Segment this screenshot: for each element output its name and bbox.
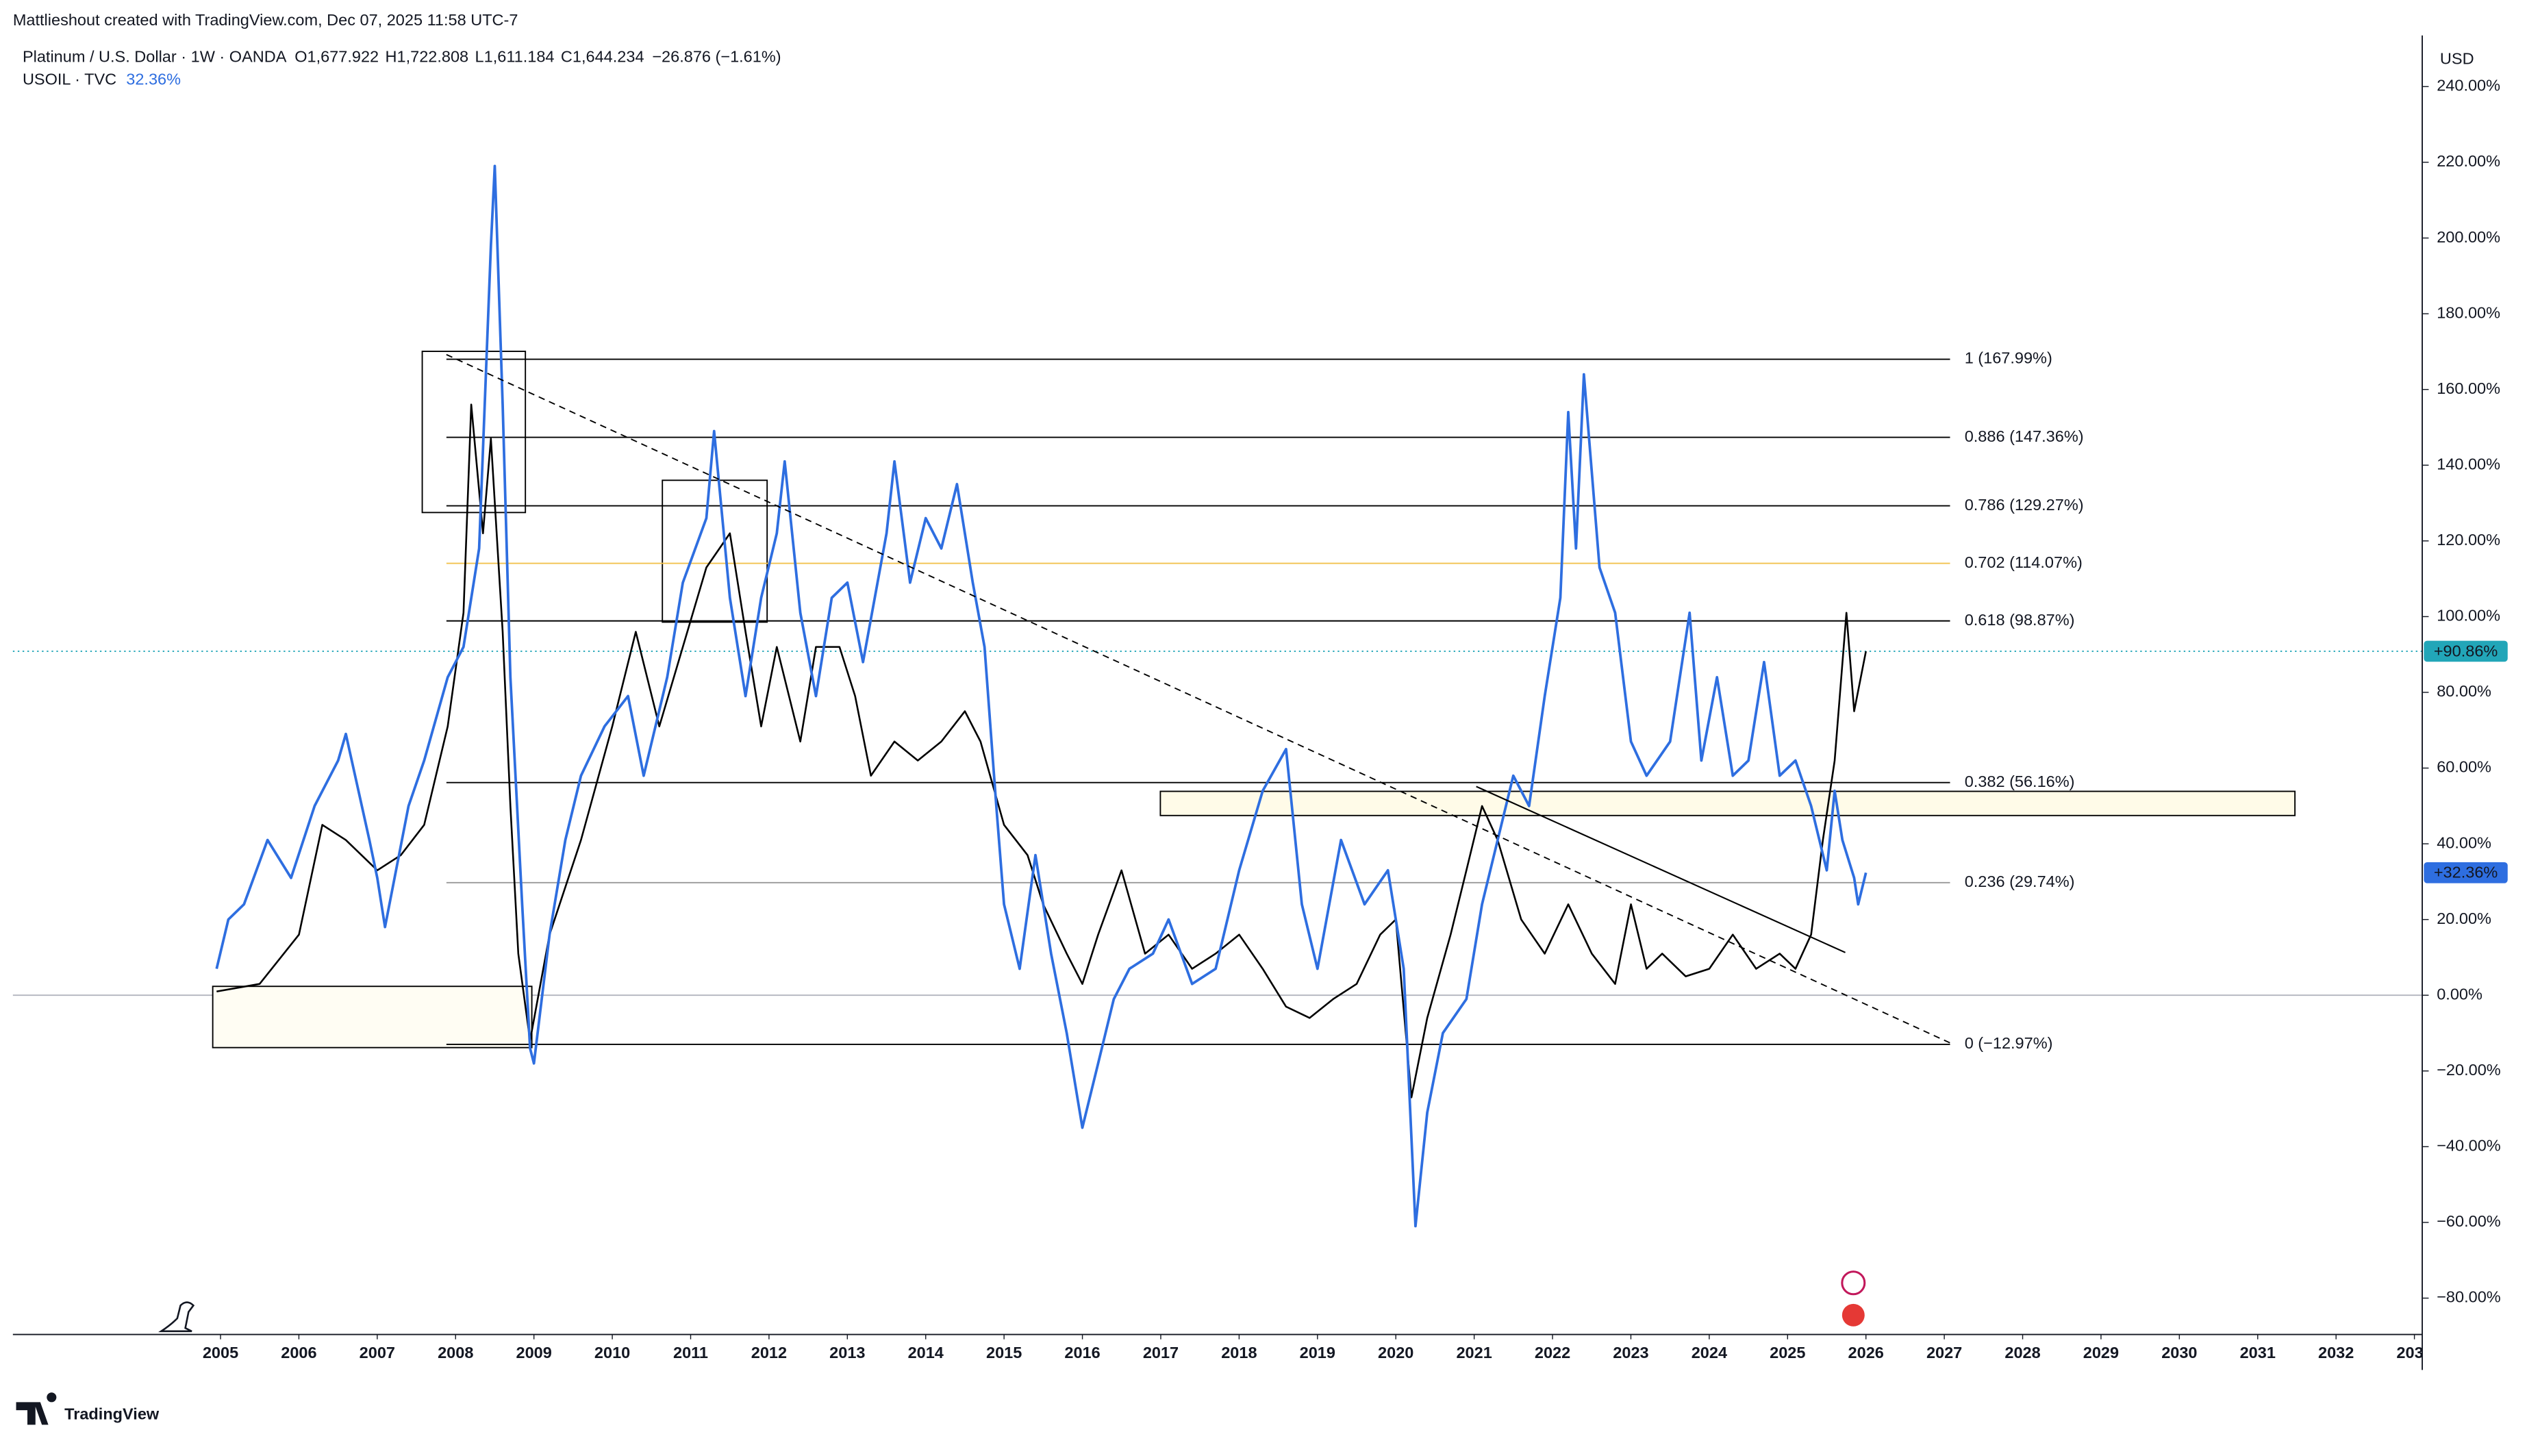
series-line [215, 164, 1868, 1228]
fib-label: 0.618 (98.87%) [1965, 611, 2075, 629]
x-tick-label: 2008 [438, 1344, 473, 1361]
x-tick-label: 2026 [1848, 1344, 1884, 1361]
trend-lines [446, 353, 1954, 1045]
y-tick-label: 80.00% [2437, 682, 2491, 700]
logo-icon [158, 1301, 195, 1333]
y-tick-label: 220.00% [2437, 152, 2500, 170]
x-tick-label: 2024 [1692, 1344, 1727, 1361]
event-icon [1841, 1270, 1866, 1296]
x-tick-label: 2027 [1926, 1344, 1962, 1361]
y-tick-label: 180.00% [2437, 303, 2500, 321]
legend: Platinum / U.S. Dollar · 1W · OANDA O1,67… [23, 48, 781, 66]
y-tick-label: 120.00% [2437, 531, 2500, 549]
x-tick-label: 2017 [1143, 1344, 1179, 1361]
ohlc-key: C [561, 48, 573, 66]
fib-label: 0.786 (129.27%) [1965, 496, 2084, 514]
ohlc-value: 1,611.184 [484, 48, 555, 66]
fib-label: 0.702 (114.07%) [1965, 553, 2083, 571]
last-value-label: +90.86% [2434, 642, 2498, 660]
x-tick-label: 2031 [2240, 1344, 2276, 1361]
x-tick-label: 2005 [203, 1344, 238, 1361]
fib-label: 0 (−12.97%) [1965, 1034, 2053, 1052]
ohlc-key: L [475, 48, 484, 66]
y-tick-label: 160.00% [2437, 379, 2500, 397]
ohlc-key: O [294, 48, 307, 66]
series-layer [215, 164, 1868, 1228]
legend: USOIL · TVC 32.36% [23, 71, 181, 88]
ohlc-value: 1,644.234 [573, 48, 644, 66]
x-tick-label: 2016 [1064, 1344, 1100, 1361]
y-tick-label: 40.00% [2437, 833, 2491, 851]
trend-line [1476, 786, 1846, 953]
zone-box [212, 986, 533, 1049]
x-tick-label: 2023 [1613, 1344, 1648, 1361]
x-tick-label: 2032 [2318, 1344, 2354, 1361]
fib-label: 1 (167.99%) [1965, 349, 2052, 367]
ohlc-key: H [386, 48, 397, 66]
x-tick-label: 2006 [281, 1344, 316, 1361]
last-value-tag [2424, 862, 2508, 883]
x-tick-label: 2011 [673, 1344, 708, 1361]
y-tick-label: 100.00% [2437, 607, 2500, 625]
last-value-label: +32.36% [2434, 864, 2498, 881]
legend-name: USOIL · TVC [23, 71, 116, 88]
ohlc-value: 1,677.922 [307, 48, 379, 66]
x-tick-label: 2012 [751, 1344, 787, 1361]
fib-label: 0.382 (56.16%) [1965, 773, 2075, 790]
x-tick-label: 2033 [2396, 1344, 2432, 1361]
zone-box [421, 351, 527, 514]
brand-icon [16, 1392, 57, 1425]
y-tick-label: −60.00% [2437, 1212, 2501, 1230]
trend-line [446, 353, 1954, 1045]
y-tick-label: 200.00% [2437, 228, 2500, 246]
x-tick-label: 2022 [1535, 1344, 1570, 1361]
ohlc-value: 1,722.808 [397, 48, 469, 66]
x-tick-label: 2014 [908, 1344, 944, 1361]
y-tick-label: −80.00% [2437, 1288, 2501, 1306]
x-axis: 2005 2006 2007 2008 2009 2010 2011 2012 2013 2014… [203, 1334, 2432, 1361]
legend-value: 32.36% [126, 71, 181, 88]
x-tick-label: 2020 [1378, 1344, 1413, 1361]
fib-label: 0.886 (147.36%) [1965, 427, 2084, 445]
x-tick-label: 2013 [829, 1344, 865, 1361]
unit-label: USD [2440, 49, 2474, 67]
event-icon [1841, 1303, 1865, 1327]
x-tick-label: 2018 [1221, 1344, 1257, 1361]
caption: Mattlieshout created with TradingView.co… [13, 11, 518, 29]
last-value-tag [2424, 640, 2508, 662]
brand: TradingView [16, 1392, 160, 1425]
y-tick-label: 0.00% [2437, 985, 2482, 1003]
x-tick-label: 2015 [986, 1344, 1022, 1361]
y-tick-label: 240.00% [2437, 77, 2500, 95]
y-tick-label: −40.00% [2437, 1137, 2501, 1155]
drawings [212, 351, 2296, 1049]
x-tick-label: 2021 [1456, 1344, 1492, 1361]
fib-label: 0.236 (29.74%) [1965, 873, 2075, 890]
zone-box [1159, 790, 2296, 816]
x-tick-label: 2028 [2004, 1344, 2040, 1361]
x-tick-label: 2010 [594, 1344, 630, 1361]
series-line [216, 403, 1867, 1099]
event-icons [1841, 1270, 1866, 1327]
brand-text: TradingView [64, 1405, 160, 1422]
y-tick-label: 20.00% [2437, 909, 2491, 927]
change: −26.876 (−1.61%) [652, 48, 781, 66]
x-tick-label: 2009 [516, 1344, 552, 1361]
x-tick-label: 2019 [1300, 1344, 1335, 1361]
x-tick-label: 2030 [2161, 1344, 2197, 1361]
y-tick-label: 140.00% [2437, 455, 2500, 473]
legend-name: Platinum / U.S. Dollar · 1W · OANDA [23, 48, 287, 66]
x-tick-label: 2025 [1770, 1344, 1805, 1361]
y-tick-label: 60.00% [2437, 758, 2491, 776]
x-tick-label: 2029 [2083, 1344, 2119, 1361]
y-tick-label: −20.00% [2437, 1061, 2501, 1079]
zone-box [662, 479, 768, 623]
x-tick-label: 2007 [360, 1344, 395, 1361]
